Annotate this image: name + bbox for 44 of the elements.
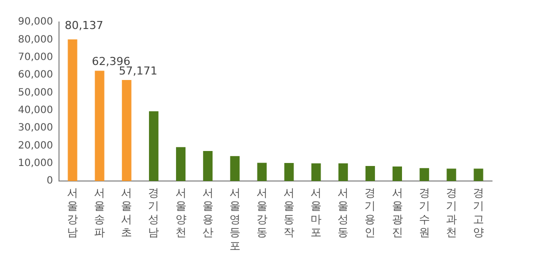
y-tick-label: 40,000 bbox=[18, 104, 53, 116]
data-label: 57,171 bbox=[118, 64, 158, 78]
bar bbox=[338, 163, 348, 181]
x-tick-label: 서울서초 bbox=[121, 186, 132, 240]
bar bbox=[176, 147, 186, 181]
bar bbox=[420, 168, 430, 181]
x-tick-label: 경기과천 bbox=[446, 186, 457, 240]
y-tick-label: 70,000 bbox=[18, 52, 53, 63]
y-tick-label: 30,000 bbox=[18, 122, 53, 134]
bar bbox=[122, 80, 132, 181]
y-tick-label: 10,000 bbox=[18, 158, 53, 169]
x-tick-label: 경기성남 bbox=[148, 186, 160, 240]
x-tick-label: 서울성동 bbox=[338, 186, 349, 240]
x-tick-label: 서울동작 bbox=[284, 186, 295, 240]
bar bbox=[94, 70, 104, 181]
bar bbox=[203, 150, 213, 181]
x-tick-label: 서울양천 bbox=[175, 186, 186, 240]
x-tick-label: 경기수원 bbox=[418, 186, 430, 240]
y-tick-label: 0 bbox=[46, 176, 53, 187]
bar bbox=[365, 166, 375, 181]
bar bbox=[446, 168, 456, 181]
data-label: 80,137 bbox=[64, 18, 104, 32]
y-tick-label: 90,000 bbox=[18, 16, 53, 28]
x-tick-label: 서울영등포 bbox=[229, 186, 240, 252]
x-tick-label: 서울용산 bbox=[202, 186, 214, 240]
bar bbox=[68, 39, 78, 181]
bar bbox=[392, 166, 402, 181]
bar bbox=[311, 163, 321, 181]
y-tick-label: 80,000 bbox=[18, 34, 53, 46]
x-tick-label: 경기고양 bbox=[472, 186, 484, 240]
bar bbox=[257, 162, 267, 181]
bar bbox=[474, 168, 484, 181]
x-tick-label: 서울마포 bbox=[310, 186, 322, 240]
y-tick-label: 60,000 bbox=[18, 70, 53, 81]
bar bbox=[230, 156, 240, 181]
x-tick-label: 서울강동 bbox=[256, 186, 268, 240]
x-tick-label: 서울송파 bbox=[94, 186, 106, 240]
x-tick-label: 서울강남 bbox=[67, 186, 78, 240]
bar bbox=[148, 111, 158, 181]
y-tick-label: 20,000 bbox=[18, 140, 53, 152]
bar bbox=[284, 162, 294, 181]
x-tick-label: 서울광진 bbox=[392, 186, 403, 240]
y-tick-label: 50,000 bbox=[18, 87, 53, 98]
x-tick-label: 경기용인 bbox=[364, 186, 376, 240]
